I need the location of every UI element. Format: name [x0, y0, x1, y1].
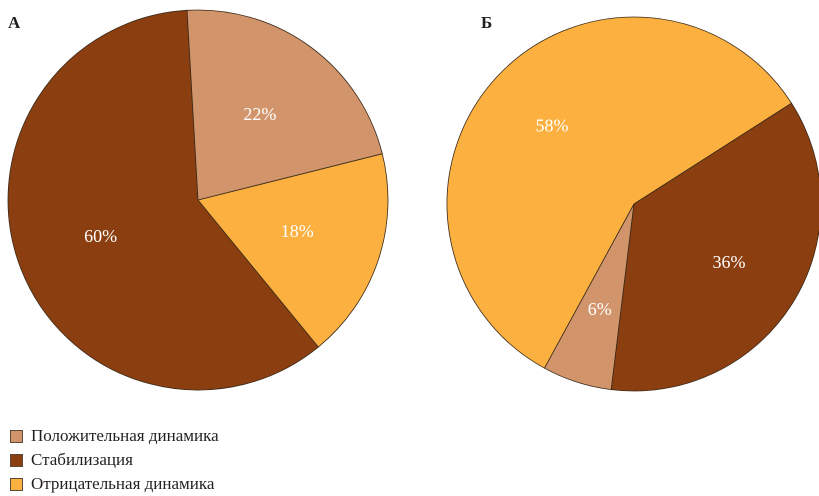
pie-slice: [610, 102, 819, 392]
legend-swatch-negative: [10, 477, 23, 491]
slice-value-label: 60%: [84, 226, 117, 246]
slice-value-label: 22%: [243, 104, 276, 124]
pie-chart-1: 60% 18% 22%: [7, 9, 389, 391]
pie-chart-2: 58% 6% 36%: [446, 16, 819, 392]
legend-item-positive: Положительная динамика: [10, 424, 219, 448]
legend: Положительная динамика Стабилизация Отри…: [10, 424, 219, 496]
slice-value-label: 58%: [535, 116, 568, 136]
legend-label-positive: Положительная динамика: [31, 426, 219, 445]
slice-value-label: 18%: [281, 221, 314, 241]
pie-slice: [197, 153, 389, 348]
legend-label-stabilization: Стабилизация: [31, 450, 133, 469]
legend-item-stabilization: Стабилизация: [10, 448, 219, 472]
panel-label: Б: [481, 13, 492, 32]
legend-label-negative: Отрицательная динамика: [31, 474, 215, 493]
slice-value-label: 36%: [712, 252, 745, 272]
pie-charts: 60% 18% 22% А 58% 6% 36% Б: [7, 9, 819, 392]
pie-slice: [446, 16, 793, 369]
legend-swatch-stabilization: [10, 453, 23, 467]
pie-slice: [186, 9, 383, 201]
pie-slice: [7, 9, 319, 391]
legend-item-negative: Отрицательная динамика: [10, 472, 219, 496]
legend-swatch-positive: [10, 429, 23, 443]
slice-value-label: 6%: [588, 299, 612, 319]
panel-label: А: [8, 13, 21, 32]
